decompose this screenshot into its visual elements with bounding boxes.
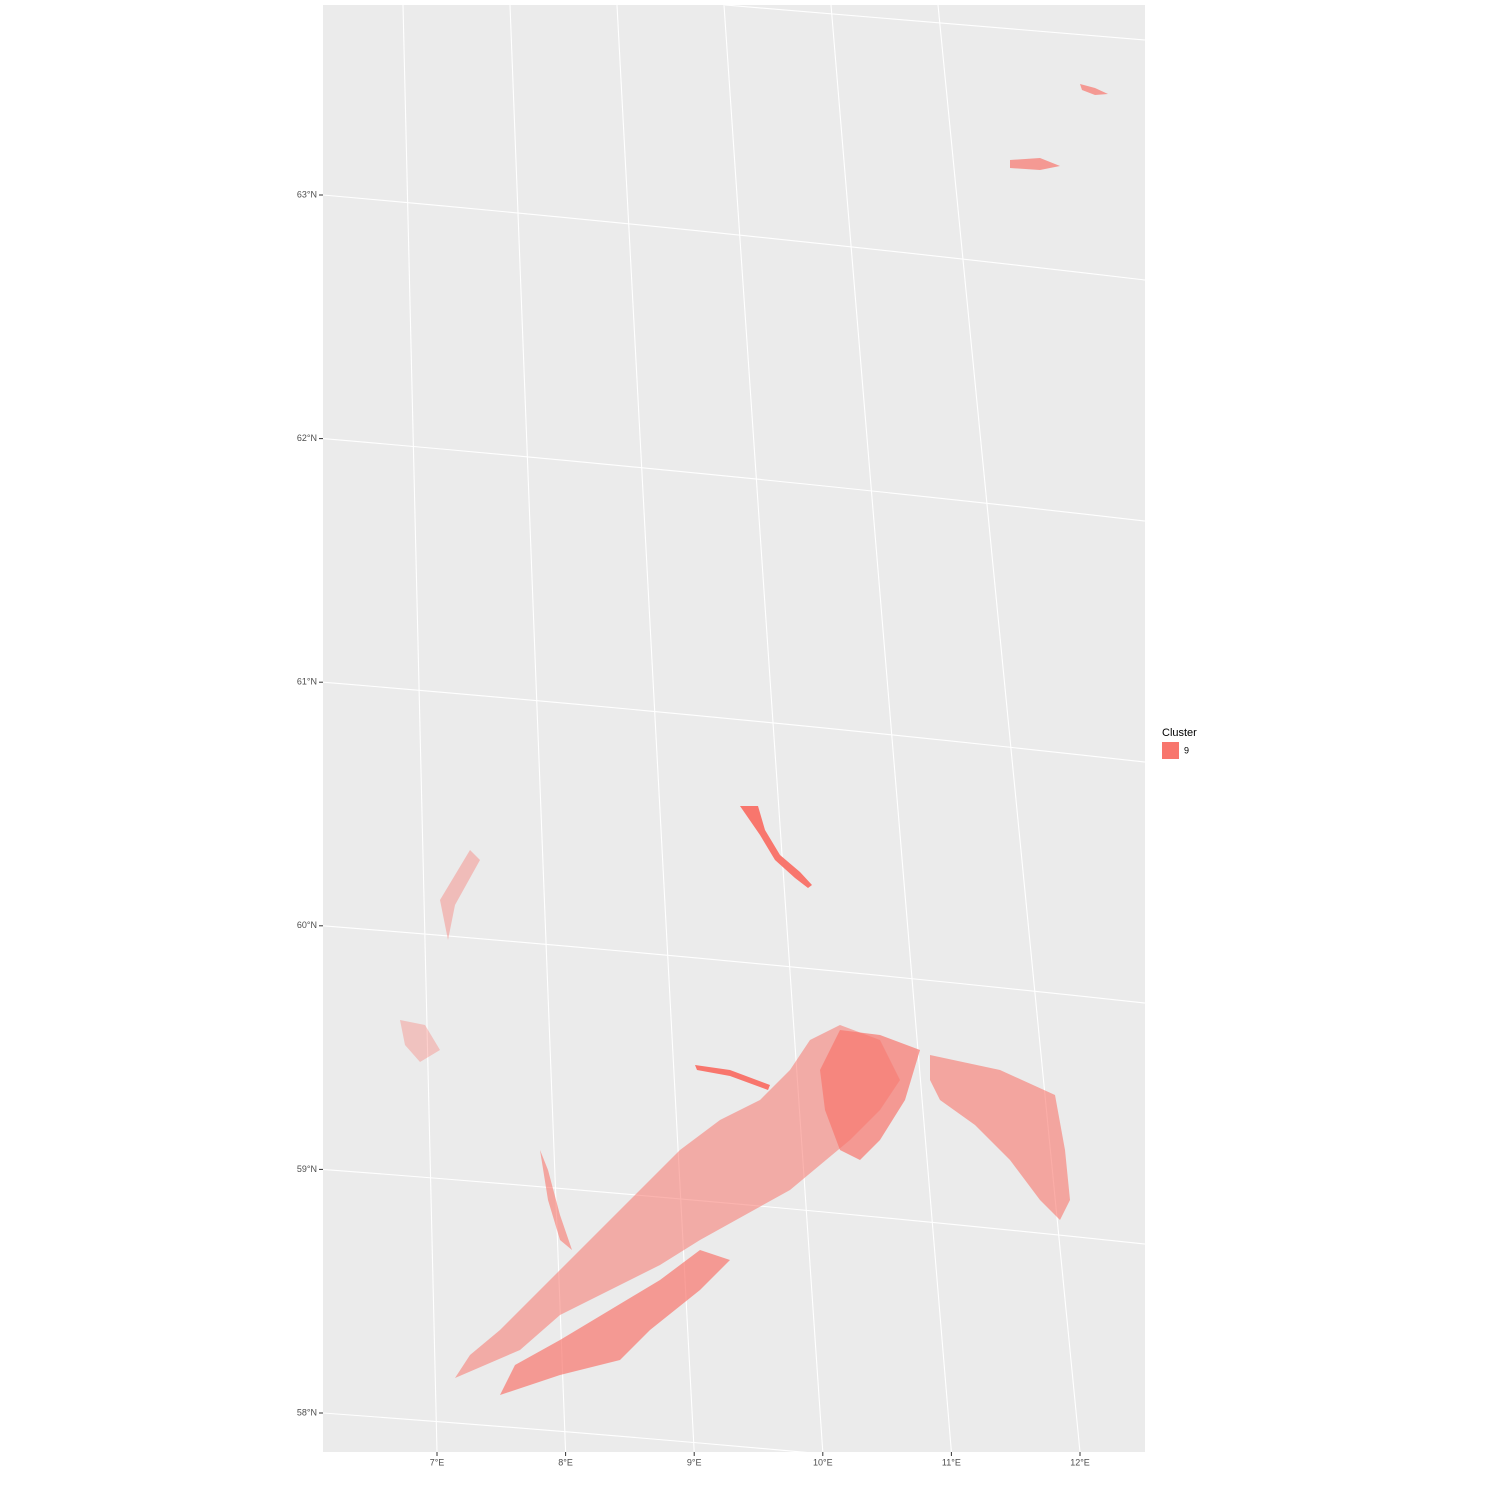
panel: [323, 5, 1145, 1452]
y-tick-label: 59°N: [297, 1164, 317, 1174]
graticule-line: [724, 5, 1145, 41]
y-tick-label: 60°N: [297, 920, 317, 930]
cluster-area: [1080, 84, 1108, 95]
cluster-area: [695, 1065, 770, 1090]
cluster-area: [1010, 158, 1060, 170]
graticule-line: [323, 194, 1145, 281]
y-tick-label: 63°N: [297, 189, 317, 199]
graticule-line: [323, 681, 1145, 763]
legend-title: Cluster: [1162, 727, 1197, 739]
cluster-points: [400, 84, 1108, 1395]
x-tick-label: 10°E: [813, 1457, 833, 1467]
y-tick-label: 58°N: [297, 1407, 317, 1417]
legend-label: 9: [1184, 745, 1189, 755]
x-tick-label: 12°E: [1070, 1457, 1090, 1467]
cluster-area: [440, 850, 480, 940]
x-tick-label: 9°E: [687, 1457, 702, 1467]
y-tick-label: 62°N: [297, 433, 317, 443]
cluster-area: [820, 1030, 920, 1160]
cluster-area: [455, 1025, 900, 1378]
graticule-line: [830, 5, 952, 1452]
graticule-line: [323, 438, 1145, 522]
cluster-area: [540, 1150, 572, 1250]
cluster-area: [400, 1020, 440, 1062]
graticule-line: [402, 5, 438, 1452]
cluster-area: [500, 1250, 730, 1395]
x-tick-label: 7°E: [430, 1457, 445, 1467]
x-tick-label: 11°E: [942, 1457, 961, 1467]
legend-key: [1162, 742, 1179, 759]
axes: 7°E 8°E 9°E 10°E 11°E 12°E 58°N 59°N 60°N 61°N 62°…: [297, 189, 1090, 1467]
y-tick-label: 61°N: [297, 677, 317, 687]
graticule-line: [323, 925, 1145, 1004]
cluster-area: [740, 806, 812, 888]
cluster-area: [930, 1055, 1070, 1220]
graticule-line: [323, 1412, 808, 1452]
x-tick-label: 8°E: [558, 1457, 573, 1467]
